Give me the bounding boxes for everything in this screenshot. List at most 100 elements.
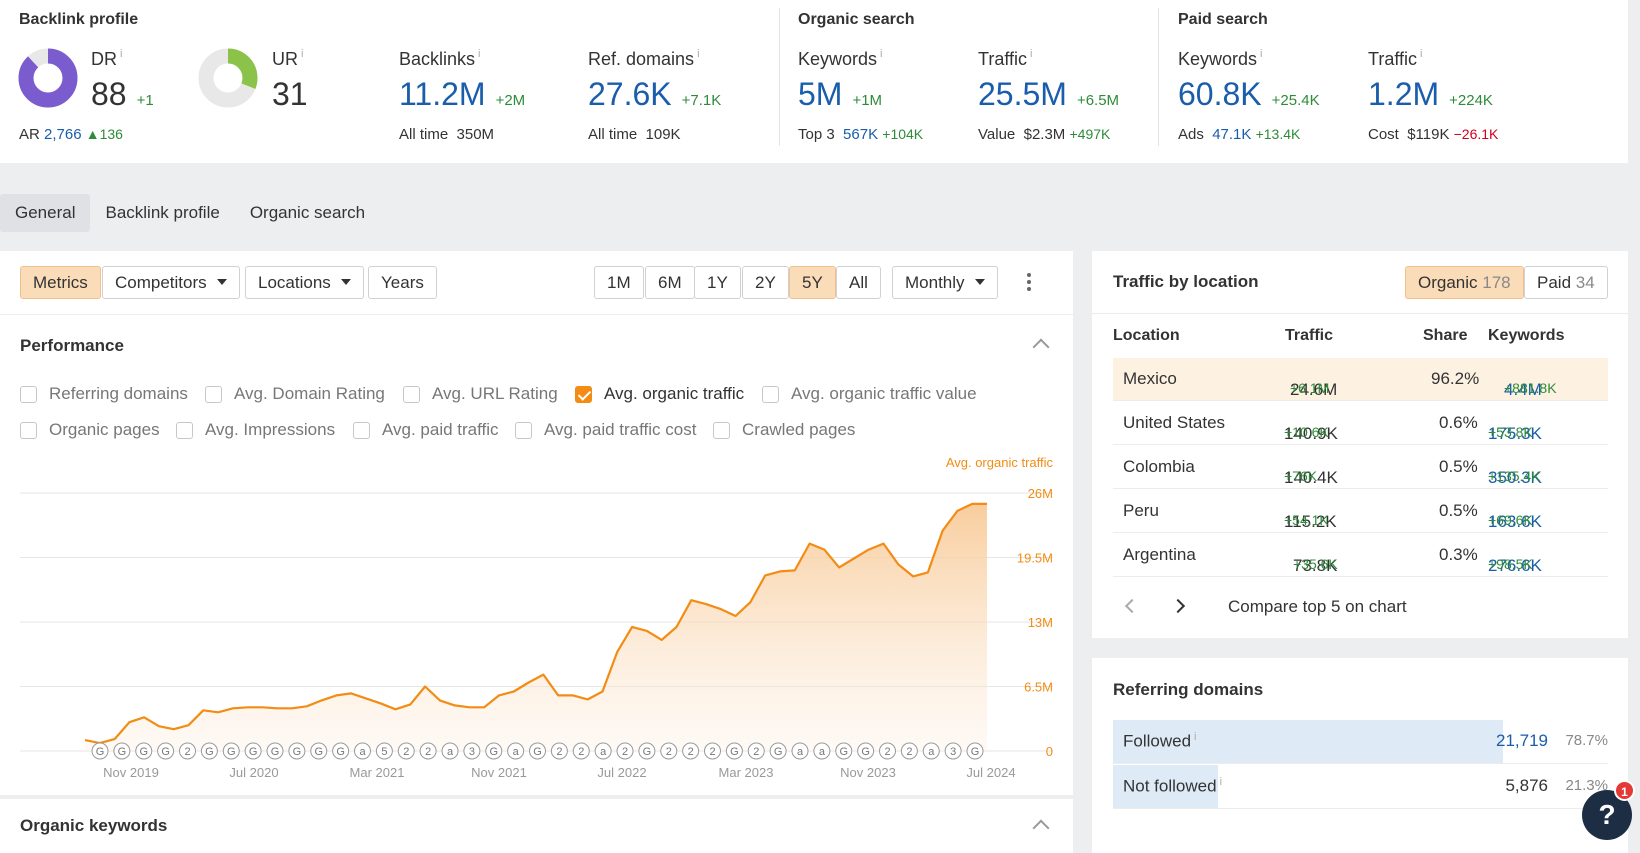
backlinks-value[interactable]: 11.2M +2M	[399, 76, 526, 112]
checkbox-avg-url-rating[interactable]: Avg. URL Rating	[403, 384, 558, 404]
annotation-marker	[441, 742, 459, 760]
paid-traffic-value[interactable]: 1.2M +224K	[1368, 76, 1493, 112]
annotation-marker	[572, 742, 590, 760]
paid-toggle[interactable]: Paid 34	[1524, 266, 1608, 299]
annotation-label: 2	[709, 746, 715, 758]
range-all-button[interactable]: All	[836, 266, 881, 299]
tab-general[interactable]: General	[0, 194, 91, 232]
x-tick-label: Nov 2021	[471, 765, 527, 780]
col-keywords[interactable]: Keywords	[1488, 327, 1565, 344]
dr-value: 88 +1	[91, 76, 154, 112]
compare-top5-link[interactable]: Compare top 5 on chart	[1228, 597, 1407, 616]
location-name[interactable]: Argentina	[1123, 545, 1196, 564]
annotation-marker	[244, 742, 262, 760]
annotation-label: a	[819, 746, 826, 758]
col-share[interactable]: Share	[1423, 327, 1468, 344]
location-name[interactable]: United States	[1123, 413, 1226, 432]
location-name[interactable]: Mexico	[1123, 369, 1177, 388]
range-2y-button[interactable]: 2Y	[742, 266, 789, 299]
tab-backlink-profile[interactable]: Backlink profile	[105, 203, 220, 222]
checkbox-crawled-pages[interactable]: Crawled pages	[713, 420, 855, 440]
range-1m-button[interactable]: 1M	[594, 266, 644, 299]
annotation-label: G	[139, 746, 148, 758]
competitors-dropdown[interactable]: Competitors	[102, 266, 240, 299]
annotation-label: G	[161, 746, 170, 758]
interval-dropdown[interactable]: Monthly	[892, 266, 998, 299]
checkbox-avg-organic-traffic-value[interactable]: Avg. organic traffic value	[762, 384, 977, 404]
checkbox-avg-domain-rating[interactable]: Avg. Domain Rating	[205, 384, 385, 404]
paid-search-title: Paid search	[1178, 11, 1268, 28]
more-options-icon[interactable]	[1026, 272, 1032, 294]
tab-organic-search[interactable]: Organic search	[249, 203, 366, 222]
years-button[interactable]: Years	[368, 266, 437, 299]
annotation-marker	[485, 742, 503, 760]
followed-value[interactable]: 21,719	[1496, 731, 1548, 750]
annotation-label: G	[971, 746, 980, 758]
col-traffic[interactable]: Traffic	[1285, 327, 1334, 344]
organic-traffic-value[interactable]: 25.5M +6.5M	[978, 76, 1120, 112]
organic-traffic-label[interactable]: Traffic i	[978, 48, 1033, 69]
annotation-marker	[682, 742, 700, 760]
organic-toggle[interactable]: Organic 178	[1405, 266, 1524, 299]
annotation-label: G	[643, 746, 652, 758]
ur-label[interactable]: UR i	[272, 48, 304, 69]
annotation-label: 5	[381, 746, 387, 758]
paid-traffic-label[interactable]: Traffic i	[1368, 48, 1423, 69]
ref-domains-label[interactable]: Ref. domains i	[588, 48, 700, 69]
referring-domains-title: Referring domains	[1113, 680, 1264, 699]
not-followed-value[interactable]: 5,876	[1505, 776, 1548, 795]
annotation-label: 3	[469, 746, 475, 758]
table-row[interactable]: United States 140.9K +10.6K 0.6% 175.3K …	[1113, 402, 1608, 445]
range-5y-button[interactable]: 5Y	[789, 266, 836, 299]
not-followed-row[interactable]: Not followed i 5,876 21.3%	[1113, 765, 1608, 809]
divider	[1092, 313, 1628, 314]
checkbox-organic-pages[interactable]: Organic pages	[20, 420, 160, 440]
divider	[779, 8, 780, 146]
organic-keywords-label[interactable]: Keywords i	[798, 48, 883, 69]
table-row[interactable]: Argentina 73.8K +35.6K 0.3% 276.6K +98.5…	[1113, 534, 1608, 577]
paid-keywords-value[interactable]: 60.8K +25.4K	[1178, 76, 1320, 112]
col-location[interactable]: Location	[1113, 327, 1180, 344]
range-6m-button[interactable]: 6M	[645, 266, 695, 299]
annotation-label: a	[600, 746, 607, 758]
dr-label[interactable]: DR i	[91, 48, 123, 69]
ar-value[interactable]: 2,766	[44, 126, 82, 143]
range-1y-button[interactable]: 1Y	[694, 266, 741, 299]
backlinks-label[interactable]: Backlinks i	[399, 48, 481, 69]
annotation-label: G	[314, 746, 323, 758]
checkbox-avg-organic-traffic[interactable]: Avg. organic traffic	[575, 384, 744, 404]
checkbox-avg-paid-traffic[interactable]: Avg. paid traffic	[353, 420, 499, 440]
traffic-by-location-title: Traffic by location	[1113, 272, 1259, 291]
paid-cost-row: Cost $119K −26.1K	[1368, 126, 1499, 143]
annotation-marker	[594, 742, 612, 760]
annotation-marker	[660, 742, 678, 760]
annotation-label: 3	[950, 746, 956, 758]
location-name[interactable]: Colombia	[1123, 457, 1195, 476]
performance-title: Performance	[20, 336, 124, 355]
annotation-label: 2	[688, 746, 694, 758]
annotation-label: G	[271, 746, 280, 758]
checkbox-referring-domains[interactable]: Referring domains	[20, 384, 188, 404]
table-row[interactable]: Colombia 140.4K +76K 0.5% 350.3K +135.4K	[1113, 446, 1608, 489]
ref-domains-alltime: All time 109K	[588, 126, 681, 143]
followed-row[interactable]: Followed i 21,719 78.7%	[1113, 720, 1608, 764]
ref-domains-value[interactable]: 27.6K +7.1K	[588, 76, 722, 112]
metrics-button[interactable]: Metrics	[20, 266, 101, 299]
table-row[interactable]: Mexico 24.6M +6.1M 96.2% 4.4M +881.8K	[1113, 358, 1608, 401]
paid-keywords-label[interactable]: Keywords i	[1178, 48, 1263, 69]
section-tabs: General Backlink profile Organic search	[0, 194, 380, 232]
checkbox-avg-paid-traffic-cost[interactable]: Avg. paid traffic cost	[515, 420, 696, 440]
organic-search-title: Organic search	[798, 11, 915, 28]
paid-ads-row: Ads 47.1K +13.4K	[1178, 126, 1301, 143]
organic-keywords-value[interactable]: 5M +1M	[798, 76, 883, 112]
annotation-marker	[704, 742, 721, 760]
share-cell: 0.3%	[1439, 545, 1478, 564]
annotation-marker	[944, 742, 962, 760]
checkbox-avg-impressions[interactable]: Avg. Impressions	[176, 420, 335, 440]
table-row[interactable]: Peru 115.2K +54.1K 0.5% 163.6K +69.6K	[1113, 490, 1608, 533]
annotation-label: G	[533, 746, 542, 758]
location-name[interactable]: Peru	[1123, 501, 1159, 520]
locations-dropdown[interactable]: Locations	[245, 266, 364, 299]
annotation-label: 2	[425, 746, 431, 758]
